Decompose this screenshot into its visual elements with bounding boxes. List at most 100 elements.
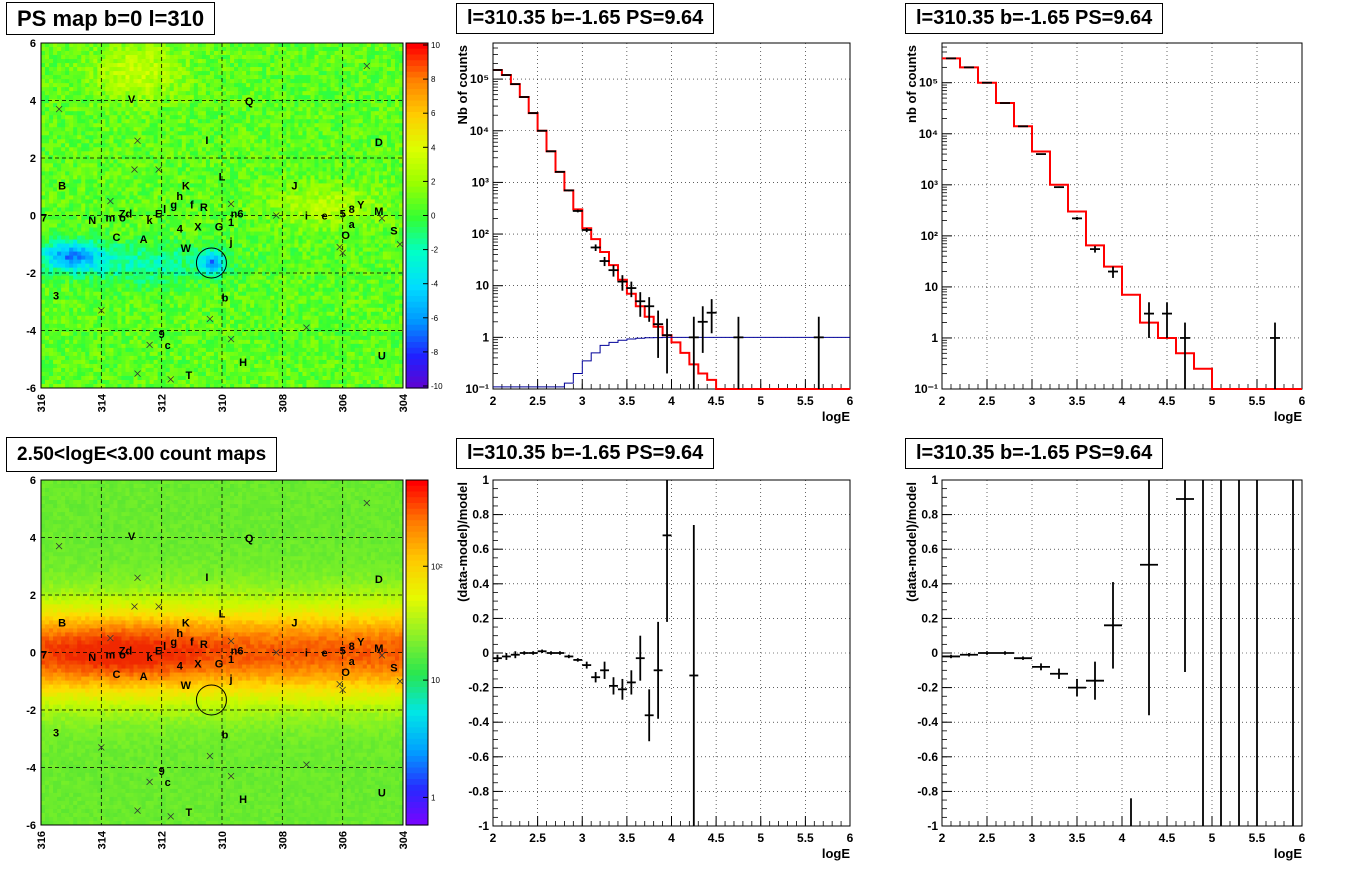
map-pixel xyxy=(378,155,384,160)
map-pixel xyxy=(306,155,311,160)
map-pixel xyxy=(45,167,50,172)
map-pixel xyxy=(213,163,219,168)
map-pixel xyxy=(394,235,400,241)
map-pixel xyxy=(197,171,203,176)
map-pixel xyxy=(49,87,54,92)
map-pixel xyxy=(69,87,74,92)
map-pixel xyxy=(234,143,239,148)
map-pixel xyxy=(338,251,344,257)
map-pixel xyxy=(362,219,368,225)
map-pixel xyxy=(157,111,163,116)
map-pixel xyxy=(121,259,126,265)
map-pixel xyxy=(173,115,179,120)
map-pixel xyxy=(370,87,376,92)
map-pixel xyxy=(125,47,130,52)
map-pixel xyxy=(366,203,372,208)
map-pixel xyxy=(89,59,94,64)
map-pixel xyxy=(117,83,122,88)
map-pixel xyxy=(358,43,364,48)
map-pixel xyxy=(278,215,283,221)
map-pixel xyxy=(157,155,163,160)
map-pixel xyxy=(362,191,368,196)
map-pixel xyxy=(141,107,147,112)
map-pixel xyxy=(53,223,58,229)
map-pixel xyxy=(97,203,102,208)
map-pixel xyxy=(270,187,275,192)
map-pixel xyxy=(61,63,66,68)
map-pixel xyxy=(49,95,54,100)
map-pixel xyxy=(141,187,147,192)
map-pixel xyxy=(177,107,183,112)
map-pixel xyxy=(386,235,392,241)
map-pixel xyxy=(133,143,139,148)
map-pixel xyxy=(217,187,223,192)
map-pixel xyxy=(137,155,143,160)
map-pixel xyxy=(258,83,263,88)
map-pixel xyxy=(101,55,106,60)
map-pixel xyxy=(105,235,110,241)
map-pixel xyxy=(346,171,352,176)
map-pixel xyxy=(250,231,255,237)
map-pixel xyxy=(101,47,106,52)
map-pixel xyxy=(213,159,219,164)
map-pixel xyxy=(290,187,295,192)
map-pixel xyxy=(53,87,58,92)
map-pixel xyxy=(394,55,400,60)
map-pixel xyxy=(165,51,171,56)
map-pixel xyxy=(378,107,384,112)
map-pixel xyxy=(129,207,135,212)
map-pixel xyxy=(370,47,376,52)
map-pixel xyxy=(217,263,223,269)
map-pixel xyxy=(81,47,86,52)
map-pixel xyxy=(213,123,219,128)
map-pixel xyxy=(302,155,307,160)
map-pixel xyxy=(230,251,235,257)
map-pixel xyxy=(286,199,291,204)
map-pixel xyxy=(222,171,227,176)
map-pixel xyxy=(398,59,404,64)
map-pixel xyxy=(117,199,122,204)
map-pixel xyxy=(302,247,307,253)
map-pixel xyxy=(193,223,199,229)
map-pixel xyxy=(394,227,400,233)
map-pixel xyxy=(242,95,247,100)
map-pixel xyxy=(169,43,175,48)
map-pixel xyxy=(398,135,404,140)
map-pixel xyxy=(61,67,66,72)
map-pixel xyxy=(101,139,106,144)
map-pixel xyxy=(242,215,247,221)
map-pixel xyxy=(294,131,299,136)
map-pixel xyxy=(330,87,336,92)
map-pixel xyxy=(246,43,251,48)
map-pixel xyxy=(262,43,267,48)
map-pixel xyxy=(53,55,58,60)
map-pixel xyxy=(205,191,211,196)
map-pixel xyxy=(370,51,376,56)
map-pixel xyxy=(205,255,211,261)
map-pixel xyxy=(222,99,227,104)
map-pixel xyxy=(73,139,78,144)
map-pixel xyxy=(266,243,271,249)
map-pixel xyxy=(93,143,98,148)
map-pixel xyxy=(222,67,227,72)
map-pixel xyxy=(278,95,283,100)
map-pixel xyxy=(330,179,336,184)
map-pixel xyxy=(213,87,219,92)
map-pixel xyxy=(310,95,316,100)
map-pixel xyxy=(250,259,255,265)
map-pixel xyxy=(242,199,247,204)
map-pixel xyxy=(318,111,324,116)
map-pixel xyxy=(189,47,195,52)
map-pixel xyxy=(262,171,267,176)
map-pixel xyxy=(322,251,328,257)
map-pixel xyxy=(374,179,380,184)
map-pixel xyxy=(165,63,171,68)
map-pixel xyxy=(314,71,320,76)
map-pixel xyxy=(165,151,171,156)
map-pixel xyxy=(201,119,207,124)
map-pixel xyxy=(366,99,372,104)
map-pixel xyxy=(362,71,368,76)
map-pixel xyxy=(222,151,227,156)
map-pixel xyxy=(129,187,135,192)
map-pixel xyxy=(133,159,139,164)
